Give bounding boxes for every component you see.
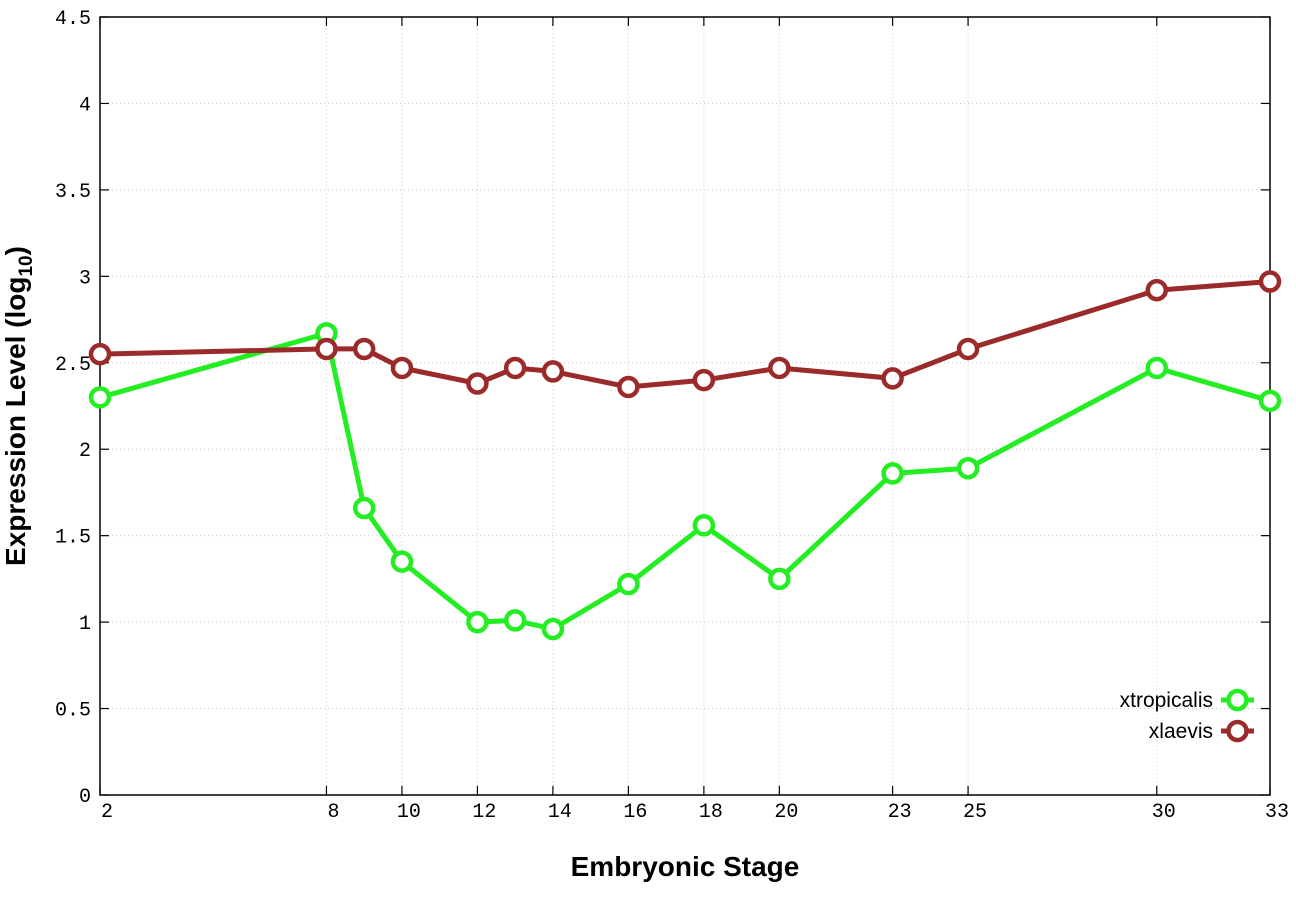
x-axis-tick-labels: 2 8 10 12 14 16 18 20 23 25 30 33 (101, 801, 1289, 824)
data-point-xtropicalis (692, 514, 716, 537)
data-point-xtropicalis (768, 567, 791, 591)
data-point-xlaevis (768, 356, 791, 380)
legend-label: xlaevis (1149, 720, 1213, 743)
data-point-xtropicalis (617, 572, 640, 596)
x-tick-label: 16 (623, 801, 647, 824)
y-axis-title: Expression Level (log10) (0, 246, 37, 566)
data-point-xlaevis (315, 337, 338, 361)
data-point-xlaevis (1145, 278, 1169, 302)
plot-area-border (99, 16, 1271, 796)
y-tick-label: 3.5 (55, 181, 91, 204)
legend: xtropicalis xlaevis (1120, 688, 1254, 743)
x-tick-label: 8 (327, 801, 339, 824)
y-tick-label: 0.5 (55, 700, 91, 723)
series-layer (88, 270, 1282, 641)
data-point-xtropicalis (881, 462, 904, 485)
data-point-xtropicalis (1258, 389, 1282, 413)
data-point-xtropicalis (352, 496, 376, 520)
y-axis-title-close: ) (0, 246, 31, 255)
data-point-xlaevis (352, 337, 376, 361)
legend-entry-xtropicalis: xtropicalis (1120, 688, 1254, 712)
y-axis-tick-labels: 0 0.5 1 1.5 2 2.5 3 3.5 4 4.5 (55, 8, 91, 809)
x-tick-label: 14 (548, 801, 572, 824)
x-tick-label: 33 (1265, 801, 1289, 824)
data-point-xlaevis (617, 375, 640, 399)
y-tick-label: 2 (79, 440, 91, 463)
x-tick-label: 20 (774, 801, 798, 824)
data-point-xtropicalis (466, 610, 489, 634)
x-tick-label: 2 (101, 801, 113, 824)
y-tick-label: 2.5 (55, 354, 91, 377)
data-point-xlaevis (692, 368, 716, 392)
data-point-xlaevis (466, 372, 489, 395)
data-point-xtropicalis (541, 617, 565, 641)
tick-marks (99, 16, 1271, 796)
legend-marker-swatch (1226, 719, 1249, 743)
x-tick-label: 25 (963, 801, 987, 824)
series-line-xlaevis (99, 279, 1271, 390)
x-tick-label: 23 (888, 801, 912, 824)
y-axis-title-main: Expression Level (log (0, 277, 31, 566)
series-line-xtropicalis (99, 330, 1271, 632)
x-axis-title: Embryonic Stage (571, 851, 800, 882)
data-point-xtropicalis (956, 456, 980, 480)
x-tick-label: 12 (472, 801, 496, 824)
data-point-xlaevis (88, 342, 112, 366)
data-point-xlaevis (503, 356, 527, 380)
series-xtropicalis (88, 322, 1282, 641)
x-tick-label: 18 (699, 801, 723, 824)
x-tick-label: 10 (397, 801, 421, 824)
data-point-xlaevis (956, 337, 980, 361)
data-point-xtropicalis (390, 550, 414, 573)
data-point-xlaevis (1258, 270, 1282, 293)
y-tick-label: 1.5 (55, 527, 91, 550)
data-point-xlaevis (541, 360, 565, 383)
legend-label: xtropicalis (1120, 689, 1213, 712)
y-tick-label: 0 (79, 786, 91, 809)
series-xlaevis (88, 270, 1282, 399)
legend-marker-swatch (1226, 688, 1249, 712)
y-tick-label: 1 (79, 613, 91, 636)
grid-layer (100, 17, 1270, 795)
x-tick-label: 30 (1152, 801, 1176, 824)
legend-entry-xlaevis: xlaevis (1149, 719, 1254, 743)
data-point-xlaevis (881, 367, 904, 390)
y-tick-label: 4.5 (55, 8, 91, 31)
y-tick-label: 4 (79, 94, 91, 117)
data-point-xlaevis (390, 356, 414, 380)
data-point-xtropicalis (1145, 356, 1169, 380)
data-point-xtropicalis (88, 386, 112, 409)
data-point-xtropicalis (503, 609, 527, 632)
y-axis-title-subscript: 10 (16, 255, 37, 276)
y-tick-label: 3 (79, 267, 91, 290)
